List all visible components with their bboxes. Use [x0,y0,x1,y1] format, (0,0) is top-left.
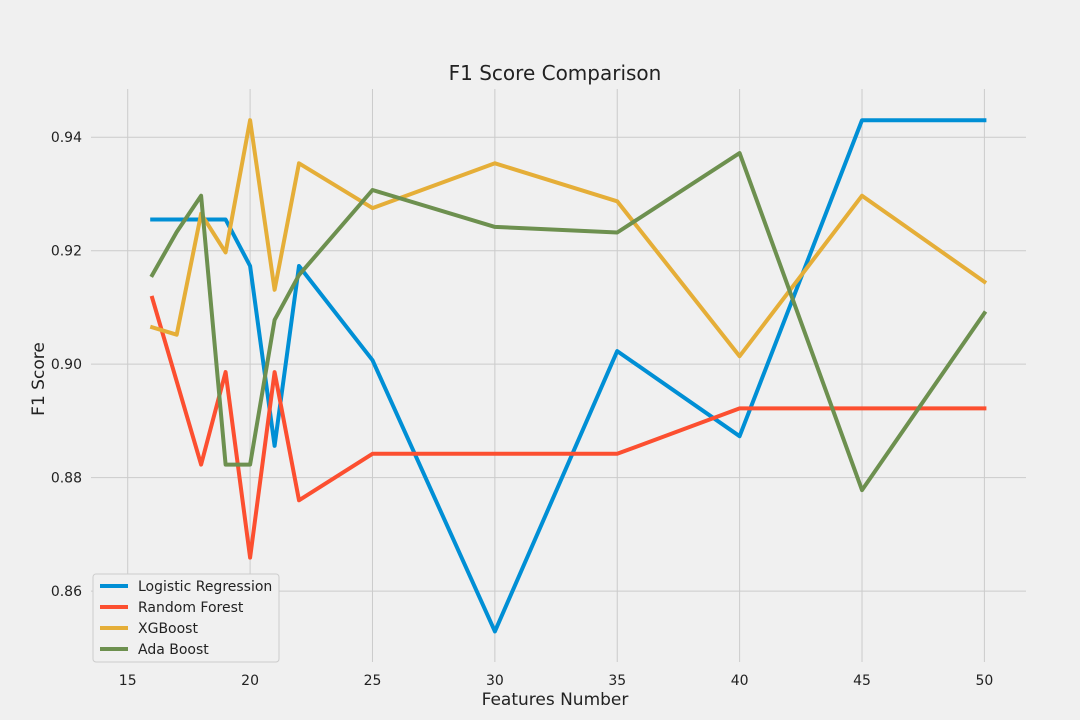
series-line-ada-boost [149,151,988,493]
x-tick-label: 25 [364,673,382,689]
x-tick-label: 35 [608,673,626,689]
legend-box [92,573,280,663]
x-tick-label: 15 [119,673,137,689]
legend: Logistic Regression Random Forest XGBoost A… [92,573,280,663]
chart-title: F1 Score Comparison [449,61,662,85]
x-axis-label: Features Number [482,690,629,710]
y-tick-label: 0.88 [51,471,82,487]
x-tick-labels: 15 20 25 30 35 40 45 50 [119,673,994,689]
legend-label-logistic-regression: Logistic Regression [138,579,272,595]
x-tick-label: 20 [241,673,259,689]
x-tick-label: 45 [853,673,871,689]
x-tick-label: 50 [975,673,993,689]
legend-label-ada-boost: Ada Boost [138,642,209,658]
y-axis-label: F1 Score [29,342,49,416]
y-tick-labels: 0.86 0.88 0.90 0.92 0.94 [51,130,82,600]
x-tick-label: 30 [486,673,504,689]
series-lines [149,118,988,634]
y-tick-label: 0.90 [51,357,82,373]
series-line-random-forest [149,295,987,560]
y-tick-label: 0.86 [51,584,82,600]
y-tick-label: 0.92 [51,244,82,260]
x-tick-label: 40 [731,673,749,689]
legend-label-xgboost: XGBoost [138,621,198,637]
legend-label-random-forest: Random Forest [138,600,244,616]
y-tick-label: 0.94 [51,130,82,146]
